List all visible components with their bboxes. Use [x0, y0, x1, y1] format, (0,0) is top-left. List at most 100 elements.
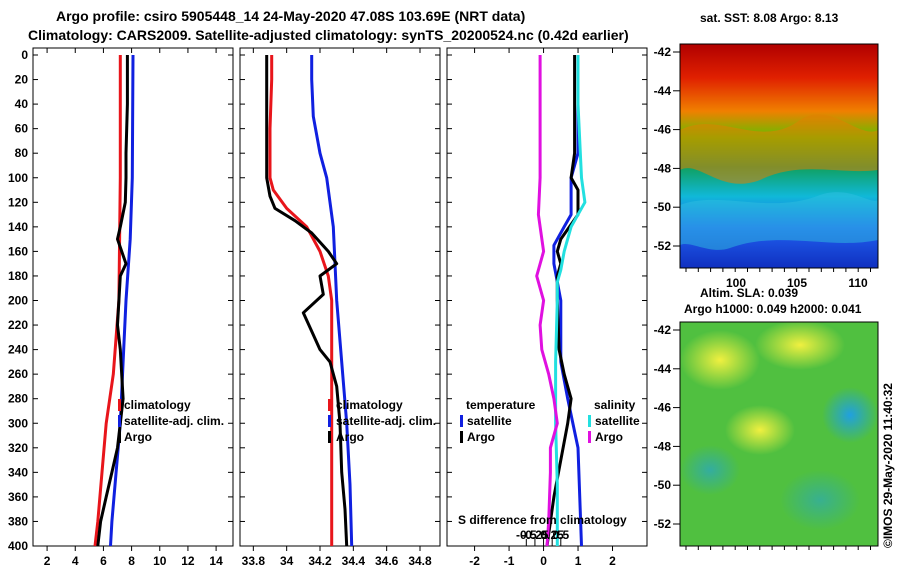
difference-panel: -2 -1 0 1 2 temperature satellite Argo salin…	[446, 47, 648, 568]
map-lat-label: -52	[654, 517, 672, 531]
temperature-series	[93, 54, 135, 547]
legend-swatch-satellite	[328, 415, 331, 427]
difference-panel-frame	[446, 47, 648, 547]
map-lat-label: -44	[654, 362, 672, 376]
map-lat-label: -48	[654, 439, 672, 453]
x-tick-label: 34.8	[408, 554, 432, 568]
sla-high-3	[725, 405, 795, 455]
depth-tick-label: 60	[15, 122, 29, 136]
depth-tick-label: 240	[8, 343, 28, 357]
depth-tick-label: 0	[21, 48, 28, 62]
series-salinity-satellite	[554, 55, 587, 546]
inner-tick-label: -0.25	[521, 528, 549, 542]
legend-label-argo: Argo	[124, 430, 152, 444]
inner-tick-label: 0.25	[540, 528, 564, 542]
depth-tick-label: 160	[8, 244, 28, 258]
legend-swatch-sal-satellite	[588, 415, 591, 427]
depth-tick-label: 140	[8, 220, 28, 234]
sla-map-title1: Altim. SLA: 0.039	[700, 286, 798, 300]
depth-tick-label: 120	[8, 195, 28, 209]
sla-high-1	[680, 330, 760, 390]
salinity-x-ticks: 33.8 34 34.2 34.4 34.6 34.8	[242, 48, 432, 568]
temperature-legend: climatology satellite-adj. clim. Argo	[118, 398, 224, 444]
legend-label-satellite: satellite-adj. clim.	[336, 414, 436, 428]
map-lat-label: -46	[654, 401, 672, 415]
chart-title-line2: Climatology: CARS2009. Satellite-adjuste…	[28, 27, 629, 43]
depth-tick-label: 320	[8, 441, 28, 455]
x-tick-label: 6	[100, 554, 107, 568]
series-argo	[265, 55, 349, 547]
map-lat-label: -44	[654, 84, 672, 98]
depth-tick-label: 300	[8, 416, 28, 430]
salinity-legend: climatology satellite-adj. clim. Argo	[328, 398, 436, 444]
depth-tick-label: 280	[8, 392, 28, 406]
depth-tick-label: 400	[8, 539, 28, 553]
legend-label-sal-satellite: satellite	[595, 414, 640, 428]
x-tick-label: -1	[504, 554, 515, 568]
map-lat-label: -48	[654, 161, 672, 175]
x-tick-label: -2	[469, 554, 480, 568]
chart-title-line1: Argo profile: csiro 5905448_14 24-May-20…	[56, 8, 525, 24]
legend-title-temperature: temperature	[466, 398, 536, 412]
legend-swatch-sal-argo	[588, 431, 591, 443]
legend-swatch-climatology	[328, 399, 331, 411]
x-tick-label: 0	[540, 554, 547, 568]
legend-label-argo: Argo	[336, 430, 364, 444]
depth-tick-label: 360	[8, 490, 28, 504]
difference-legend: temperature satellite Argo salinity sate…	[460, 398, 640, 444]
legend-label-climatology: climatology	[124, 398, 191, 412]
x-tick-label: 33.8	[242, 554, 266, 568]
sla-map-title2: Argo h1000: 0.049 h2000: 0.041	[684, 302, 862, 316]
depth-tick-label: 260	[8, 367, 28, 381]
x-tick-label: 12	[181, 554, 195, 568]
x-tick-label: 34	[280, 554, 294, 568]
sst-map-title: sat. SST: 8.08 Argo: 8.13	[700, 11, 839, 25]
sla-low-2	[680, 445, 740, 495]
salinity-panel: 33.8 34 34.2 34.4 34.6 34.8 climatology satel…	[239, 47, 441, 568]
temperature-panel: 2 4 6 8 10 12 14 climatology satellite-adj. cl…	[32, 47, 234, 568]
x-tick-label: 2	[609, 554, 616, 568]
series-temperature-argo	[545, 55, 580, 547]
depth-tick-label: 380	[8, 514, 28, 528]
sst-map-cold-band	[680, 192, 878, 250]
salinity-series	[265, 55, 354, 547]
series-satellite-adj-clim-	[109, 54, 135, 547]
depth-tick-label: 200	[8, 294, 28, 308]
x-tick-label: 1	[575, 554, 582, 568]
map-lon-label: 100	[726, 276, 746, 290]
depth-tick-label: 220	[8, 318, 28, 332]
legend-swatch-argo	[118, 431, 121, 443]
depth-tick-label: 20	[15, 73, 29, 87]
x-tick-label: 4	[72, 554, 79, 568]
legend-swatch-temp-satellite	[460, 415, 463, 427]
sst-map-frame	[679, 43, 879, 269]
temperature-x-ticks: 2 4 6 8 10 12 14	[44, 48, 223, 568]
map-lat-label: -52	[654, 239, 672, 253]
series-temperature-satellite	[552, 55, 583, 547]
imos-credit: ©IMOS 29-May-2020 11:40:32	[881, 383, 895, 548]
temperature-panel-frame	[32, 47, 234, 547]
legend-swatch-temp-argo	[460, 431, 463, 443]
sla-high-2	[755, 320, 845, 370]
map-lon-label: 110	[848, 276, 868, 290]
sla-low-1	[822, 387, 878, 443]
x-tick-label: 14	[209, 554, 223, 568]
inner-tick-label: 0	[540, 528, 547, 542]
map-lat-label: -50	[654, 200, 672, 214]
series-climatology	[268, 55, 334, 546]
depth-tick-label: 180	[8, 269, 28, 283]
s-difference-label: S difference from climatology	[458, 513, 627, 527]
x-tick-label: 10	[153, 554, 167, 568]
difference-series	[535, 55, 587, 547]
map-lat-label: -42	[654, 45, 672, 59]
sst-map: sat. SST: 8.08 Argo: 8.13 -42 -44 -46 -48 -5…	[654, 11, 879, 290]
legend-label-temp-satellite: satellite	[467, 414, 512, 428]
depth-tick-label: 340	[8, 465, 28, 479]
x-tick-label: 34.4	[342, 554, 366, 568]
sst-map-front	[680, 114, 878, 184]
series-climatology	[93, 55, 122, 547]
x-tick-label: 8	[128, 554, 135, 568]
legend-swatch-satellite	[118, 415, 121, 427]
x-tick-label: 2	[44, 554, 51, 568]
